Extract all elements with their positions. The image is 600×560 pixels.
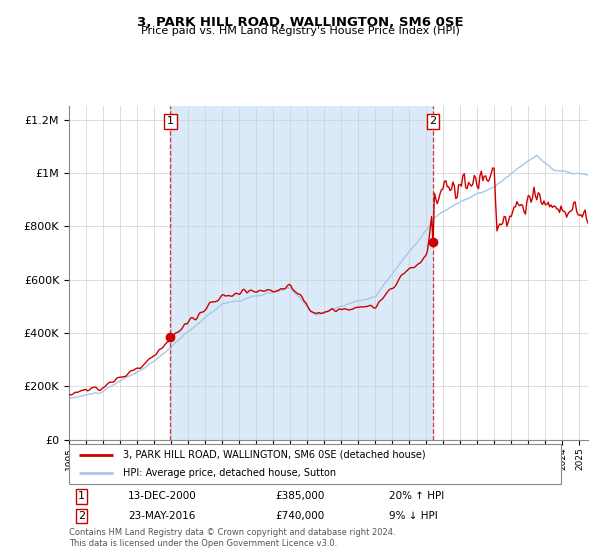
Text: 1: 1 (167, 116, 174, 127)
Text: 20% ↑ HPI: 20% ↑ HPI (389, 491, 444, 501)
Text: 3, PARK HILL ROAD, WALLINGTON, SM6 0SE (detached house): 3, PARK HILL ROAD, WALLINGTON, SM6 0SE (… (123, 450, 426, 460)
Text: £740,000: £740,000 (275, 511, 325, 521)
Text: 9% ↓ HPI: 9% ↓ HPI (389, 511, 437, 521)
Text: HPI: Average price, detached house, Sutton: HPI: Average price, detached house, Sutt… (123, 468, 336, 478)
Bar (170, 106, 433, 440)
Text: 2: 2 (78, 511, 85, 521)
Text: 3, PARK HILL ROAD, WALLINGTON, SM6 0SE: 3, PARK HILL ROAD, WALLINGTON, SM6 0SE (137, 16, 463, 29)
Text: Contains HM Land Registry data © Crown copyright and database right 2024.
This d: Contains HM Land Registry data © Crown c… (69, 528, 395, 548)
Text: 1: 1 (78, 491, 85, 501)
Text: £385,000: £385,000 (275, 491, 325, 501)
Text: 13-DEC-2000: 13-DEC-2000 (128, 491, 197, 501)
Text: 2: 2 (430, 116, 437, 127)
FancyBboxPatch shape (69, 444, 561, 484)
Text: Price paid vs. HM Land Registry's House Price Index (HPI): Price paid vs. HM Land Registry's House … (140, 26, 460, 36)
Text: 23-MAY-2016: 23-MAY-2016 (128, 511, 196, 521)
